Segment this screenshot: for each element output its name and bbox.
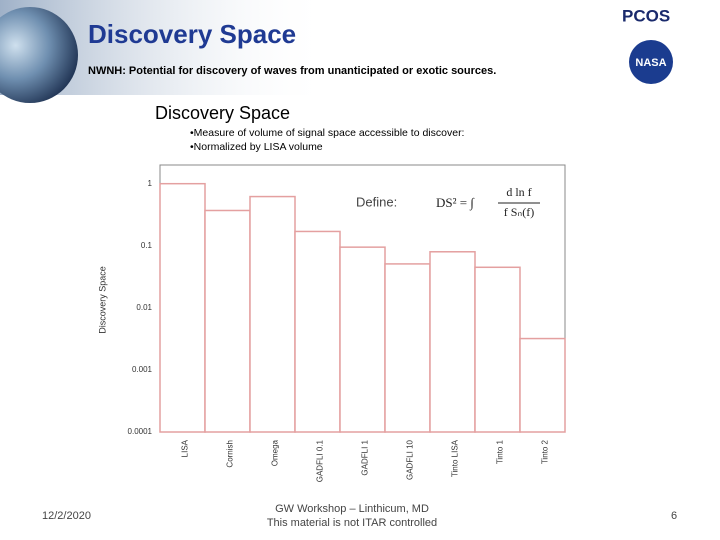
pcos-logo: PCOS [622,6,670,25]
chart-note: •Normalized by LISA volume [190,141,323,153]
x-tick-label: Tinto 2 [541,439,550,464]
bar [159,182,206,433]
y-tick-label: 0.001 [132,365,153,374]
bar [519,337,566,433]
page-number: 6 [671,510,677,522]
footer: This material is not ITAR controlled [267,517,437,529]
bar [429,251,476,433]
slide-subtitle: NWNH: Potential for discovery of waves f… [88,65,496,77]
x-tick-label: GADFLI 10 [406,439,415,480]
globe [0,7,78,103]
nasa-logo: NASA [635,57,666,69]
x-tick-label: GADFLI 0.1 [316,439,325,482]
formula: d ln f [506,185,531,199]
chart-title: Discovery Space [155,103,290,123]
x-tick-label: LISA [181,439,190,457]
date: 12/2/2020 [42,510,91,522]
bar [384,263,431,433]
x-tick-label: Tinto 1 [496,439,505,464]
formula: f Sₙ(f) [504,205,534,219]
x-tick-label: Omega [271,439,280,466]
chart-note: •Measure of volume of signal space acces… [190,127,464,139]
x-tick-label: Tinto LISA [451,439,460,477]
y-axis-label: Discovery Space [97,266,107,334]
x-tick-label: Cornish [226,440,235,468]
bar [294,230,341,433]
nasa-meatball [629,40,673,84]
bar [204,209,251,433]
formula: DS² = ∫ [436,195,475,211]
bar [249,195,296,433]
bar [474,266,521,433]
annotation: Define: [356,194,397,209]
y-tick-label: 0.01 [136,303,152,312]
y-tick-label: 0.0001 [128,427,153,436]
y-tick-label: 1 [148,179,153,188]
bar [339,246,386,433]
footer: GW Workshop – Linthicum, MD [275,503,429,515]
x-tick-label: GADFLI 1 [361,439,370,475]
y-tick-label: 0.1 [141,241,153,250]
slide-title: Discovery Space [88,19,296,49]
